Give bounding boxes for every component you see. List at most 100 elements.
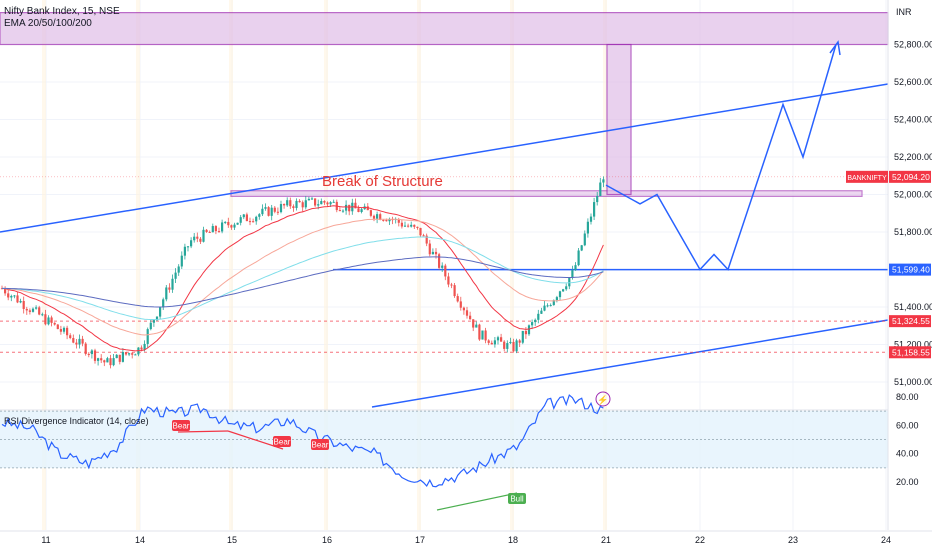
price-tag [889,315,931,328]
candle-body [571,270,574,278]
price-tag-text: 52,094.20 [892,172,930,182]
candle-body [512,341,515,352]
session-break [603,0,607,530]
price-tag [889,263,931,276]
candle-body [524,330,527,335]
candle-body [422,235,425,237]
candle-body [577,250,580,266]
candle-body [506,343,509,349]
candle-body [397,219,400,223]
candle-body [543,305,546,311]
candle-body [586,221,589,234]
candle-body [59,329,62,332]
candle-body [131,353,134,355]
candle-body [589,216,593,222]
candle-body [558,291,562,298]
candle-body [16,295,19,303]
candle-body [224,221,227,223]
ema100-line [1,236,604,320]
price-tag-text: 51,158.55 [892,347,930,357]
bear-signal-badge [311,439,329,450]
candle-body [66,327,69,336]
candle-body [159,307,162,317]
lower-trendline [371,319,889,408]
candle-body [599,182,602,197]
candle-body [140,347,143,350]
indicator-title: EMA 20/50/100/200 [4,18,92,29]
bear-signal-badge [172,420,190,431]
candle-body [171,278,174,290]
candle-body [100,358,103,361]
signal-label: Bull [510,495,524,504]
candle-body [53,322,56,325]
candle-body [400,222,403,227]
candle-body [227,221,230,226]
candle-body [217,231,221,233]
candle-body [261,208,264,215]
candle-body [518,340,521,343]
candle-body [112,358,115,366]
session-break [417,0,421,530]
candle-body [307,198,310,201]
candle-body [62,327,66,332]
candle-body [580,245,583,251]
candle-body [320,201,323,205]
projection-path [605,44,837,271]
session-break [42,0,46,530]
candle-body [245,214,248,222]
candle-body [376,214,379,219]
candle-body [50,317,53,323]
bull-signal-badge [508,493,526,504]
time-tick-label: 15 [227,535,237,545]
candle-body [317,204,320,206]
price-tick-label: 52,200.00 [894,152,932,162]
candle-body [289,200,292,207]
price-tag [889,170,931,183]
candle-body [602,179,605,183]
candle-body [354,202,357,209]
candle-body [84,343,87,354]
candle-body [546,305,549,307]
candle-body [236,222,239,225]
candle-body [168,287,171,290]
candle-body [379,214,382,220]
candle-body [177,266,180,273]
break-zone [230,190,863,197]
candle-body [416,226,419,228]
candle-body [338,210,341,212]
candle-body [562,289,565,292]
candle-body [143,343,146,350]
candle-body [441,265,444,268]
candle-body [279,204,283,213]
candle-body [115,354,118,359]
candle-body [478,324,481,340]
price-tick-label: 51,000.00 [894,377,932,387]
symbol-tag [846,170,888,183]
candle-body [481,330,484,340]
time-tick-label: 24 [881,535,891,545]
candle-body [509,341,512,344]
candle-body [332,201,335,203]
candle-body [583,233,586,246]
candle-body [382,219,385,221]
candle-body [345,204,348,211]
ema20-line [1,205,604,352]
candle-body [453,285,456,297]
candle-body [484,330,487,341]
candle-body [447,276,450,285]
candle-body [438,254,441,268]
ema50-line [1,218,604,336]
candle-body [165,287,168,300]
candle-body [434,251,438,255]
candle-body [180,255,183,267]
session-break [229,0,233,530]
candle-body [233,224,236,228]
candle-body [31,308,35,312]
projection-arrow-head [829,40,841,56]
candle-body [81,338,84,344]
time-tick-label: 22 [695,535,705,545]
rsi-tick-label: 60.00 [896,420,919,430]
candle-body [149,322,152,330]
